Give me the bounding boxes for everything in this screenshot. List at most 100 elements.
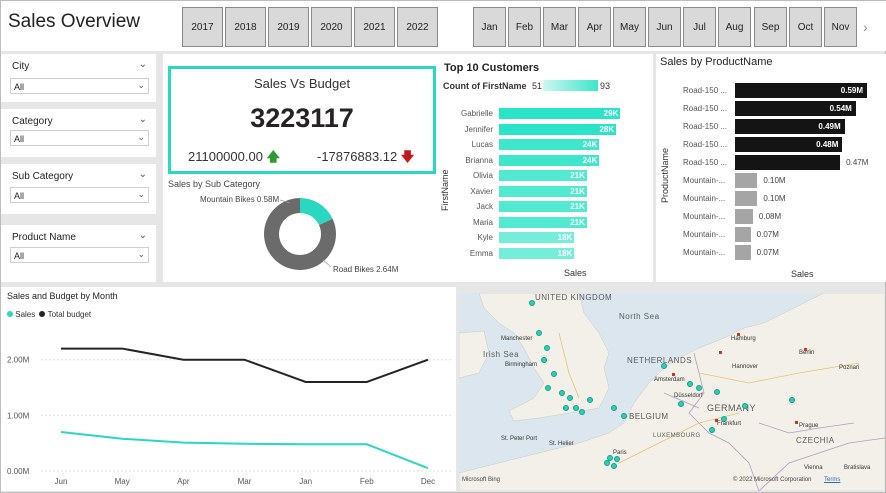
year-button-2022[interactable]: 2022 — [397, 7, 438, 47]
month-button-feb[interactable]: Feb — [508, 7, 541, 47]
city-vienna: Vienna — [804, 465, 823, 471]
map-point[interactable] — [544, 345, 550, 351]
map-point[interactable] — [789, 397, 795, 403]
month-button-nov[interactable]: Nov — [824, 7, 857, 47]
customers-data-label: 18K — [557, 233, 573, 242]
map-point[interactable] — [714, 389, 720, 395]
products-bar[interactable]: 0.10M — [735, 173, 786, 188]
customers-tick-label: Lucas — [471, 140, 493, 149]
customers-bar[interactable]: 21K — [499, 185, 587, 197]
map-point[interactable] — [607, 455, 613, 461]
map-point[interactable] — [611, 405, 617, 411]
subcategory-dropdown[interactable]: All ⌄ — [10, 187, 149, 203]
customers-bar[interactable]: 28K — [499, 123, 617, 135]
products-bar[interactable]: 0.48M — [735, 137, 843, 152]
map-point[interactable] — [551, 371, 557, 377]
map-point[interactable] — [621, 413, 627, 419]
city-dropdown[interactable]: All ⌄ — [10, 78, 149, 94]
donut-slice-mountain-bikes[interactable] — [300, 198, 333, 226]
products-tick-label: Road-150 ... — [683, 158, 728, 167]
map-visual[interactable]: UNITED KINGDOM North Sea Irish Sea NETHE… — [459, 293, 885, 491]
city-hamburg: Hamburg — [731, 336, 756, 342]
products-tick-label: Mountain-... — [683, 248, 726, 257]
city-frankfurt: Frankfurt — [717, 421, 742, 427]
category-dropdown[interactable]: All ⌄ — [10, 130, 149, 146]
map-point[interactable] — [661, 363, 667, 369]
month-button-jan[interactable]: Jan — [473, 7, 506, 47]
map-point[interactable] — [567, 395, 573, 401]
map-point[interactable] — [678, 401, 684, 407]
map-point[interactable] — [604, 460, 610, 466]
products-bar[interactable]: 0.10M — [735, 191, 786, 206]
customers-bar[interactable]: 21K — [499, 170, 587, 181]
map-point[interactable] — [721, 416, 727, 422]
line-series-total-budget[interactable] — [61, 347, 429, 383]
map-point[interactable] — [573, 405, 579, 411]
customers-data-label: 24K — [582, 155, 598, 165]
map-point[interactable] — [587, 397, 593, 403]
month-button-jul[interactable]: Jul — [683, 7, 716, 47]
customers-bar-chart: Gabrielle 29K Jennifer 28K Lucas 24K Brianna 24… — [441, 108, 651, 268]
map-point[interactable] — [536, 330, 542, 336]
month-button-mar[interactable]: Mar — [543, 7, 576, 47]
month-button-apr[interactable]: Apr — [578, 7, 611, 47]
products-bar[interactable]: 0.54M — [735, 101, 856, 116]
line-chart-panel — [1, 287, 456, 491]
year-button-2020[interactable]: 2020 — [311, 7, 352, 47]
year-button-2018[interactable]: 2018 — [225, 7, 266, 47]
customers-tick-label: Gabrielle — [460, 109, 493, 118]
chevron-down-icon: ⌄ — [137, 80, 145, 90]
products-bar[interactable]: 0.08M — [735, 209, 781, 224]
customers-bar[interactable]: 24K — [499, 154, 600, 166]
map-point[interactable] — [687, 381, 693, 387]
products-bar[interactable]: 0.47M — [735, 155, 868, 170]
chevron-right-icon[interactable]: › — [863, 19, 868, 35]
map-point[interactable] — [545, 385, 551, 391]
customers-bar[interactable]: 21K — [499, 216, 587, 228]
products-bar[interactable]: 0.59M — [735, 83, 867, 98]
city-slicer: City ⌄ All ⌄ — [1, 54, 156, 102]
kpi-variance-value: -17876883.12 🡇 — [317, 148, 414, 170]
map-point[interactable] — [611, 463, 617, 469]
map-point[interactable] — [563, 405, 569, 411]
month-button-sep[interactable]: Sep — [754, 7, 787, 47]
chevron-down-icon[interactable]: ⌄ — [138, 169, 147, 180]
customers-data-label: 24K — [582, 140, 598, 149]
year-slicer: 2017 2018 2019 2020 2021 2022 — [179, 1, 441, 51]
map-point[interactable] — [709, 427, 715, 433]
line-chart-xtick: May — [115, 477, 130, 486]
arrow-down-icon: 🡇 — [400, 149, 415, 164]
map-point[interactable] — [559, 390, 565, 396]
donut-slice-road-bikes[interactable] — [264, 198, 336, 270]
year-button-2021[interactable]: 2021 — [354, 7, 395, 47]
customers-bar[interactable]: 18K — [499, 232, 575, 243]
products-bar[interactable]: 0.49M — [735, 119, 845, 134]
month-button-jun[interactable]: Jun — [648, 7, 681, 47]
customers-data-label: 21K — [570, 202, 585, 211]
customers-bar[interactable]: 18K — [499, 247, 575, 259]
month-button-aug[interactable]: Aug — [718, 7, 751, 47]
customers-data-label: 21K — [570, 171, 585, 180]
year-button-2017[interactable]: 2017 — [182, 7, 223, 47]
customers-bar[interactable]: 24K — [499, 139, 600, 150]
map-point[interactable] — [742, 403, 748, 409]
map-point[interactable] — [529, 300, 535, 306]
customers-bar[interactable]: 29K — [499, 108, 621, 119]
products-bar[interactable]: 0.07M — [735, 227, 779, 242]
year-button-2019[interactable]: 2019 — [268, 7, 309, 47]
category-value: All — [14, 134, 25, 144]
line-series-sales[interactable] — [60, 431, 429, 470]
chevron-down-icon[interactable]: ⌄ — [138, 114, 147, 125]
products-bar[interactable]: 0.07M — [735, 245, 779, 260]
product-name-dropdown[interactable]: All ⌄ — [10, 247, 149, 263]
map-point[interactable] — [614, 456, 620, 462]
map-point[interactable] — [696, 385, 702, 391]
chevron-down-icon[interactable]: ⌄ — [138, 59, 147, 70]
customers-bar[interactable]: 21K — [499, 201, 587, 212]
map-terms-link[interactable]: Terms — [824, 477, 841, 483]
month-button-may[interactable]: May — [613, 7, 646, 47]
map-point[interactable] — [541, 357, 547, 363]
map-point[interactable] — [579, 409, 585, 415]
month-button-oct[interactable]: Oct — [789, 7, 822, 47]
chevron-down-icon[interactable]: ⌄ — [138, 230, 147, 241]
